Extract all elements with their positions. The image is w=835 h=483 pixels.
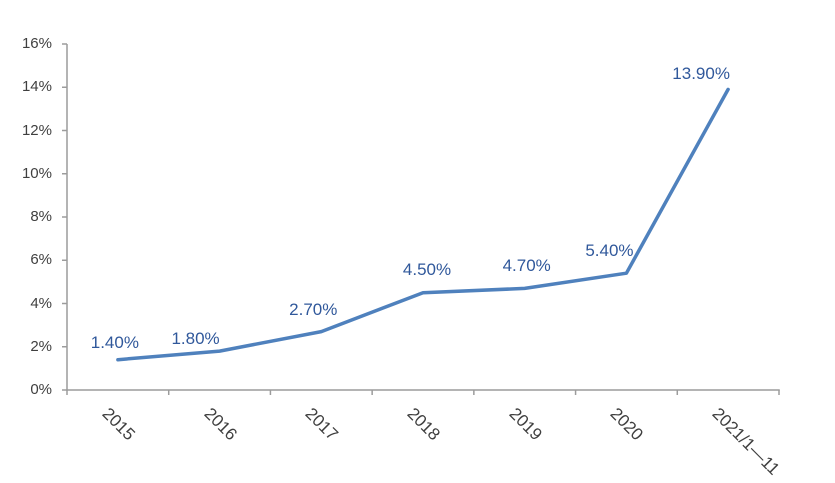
y-axis-tick-label: 10% bbox=[21, 164, 52, 182]
data-label: 2.70% bbox=[289, 299, 338, 319]
y-axis-tick-label: 6% bbox=[30, 251, 52, 269]
y-axis-tick-label: 0% bbox=[30, 381, 52, 398]
y-axis-tick-label: 8% bbox=[30, 208, 52, 225]
data-label: 4.50% bbox=[402, 259, 452, 279]
series-line bbox=[116, 87, 730, 362]
y-axis-tick-label: 14% bbox=[21, 78, 52, 96]
y-axis-tick-label: 4% bbox=[30, 294, 52, 312]
data-label: 1.80% bbox=[171, 329, 220, 349]
y-axis-tick-label: 16% bbox=[21, 35, 52, 52]
y-axis-tick-label: 2% bbox=[30, 337, 52, 355]
data-label: 5.40% bbox=[585, 241, 634, 261]
data-label: 1.40% bbox=[90, 332, 139, 352]
data-label: 4.70% bbox=[502, 256, 551, 276]
data-label: 13.90% bbox=[672, 64, 730, 84]
y-axis-tick-label: 12% bbox=[21, 121, 52, 139]
